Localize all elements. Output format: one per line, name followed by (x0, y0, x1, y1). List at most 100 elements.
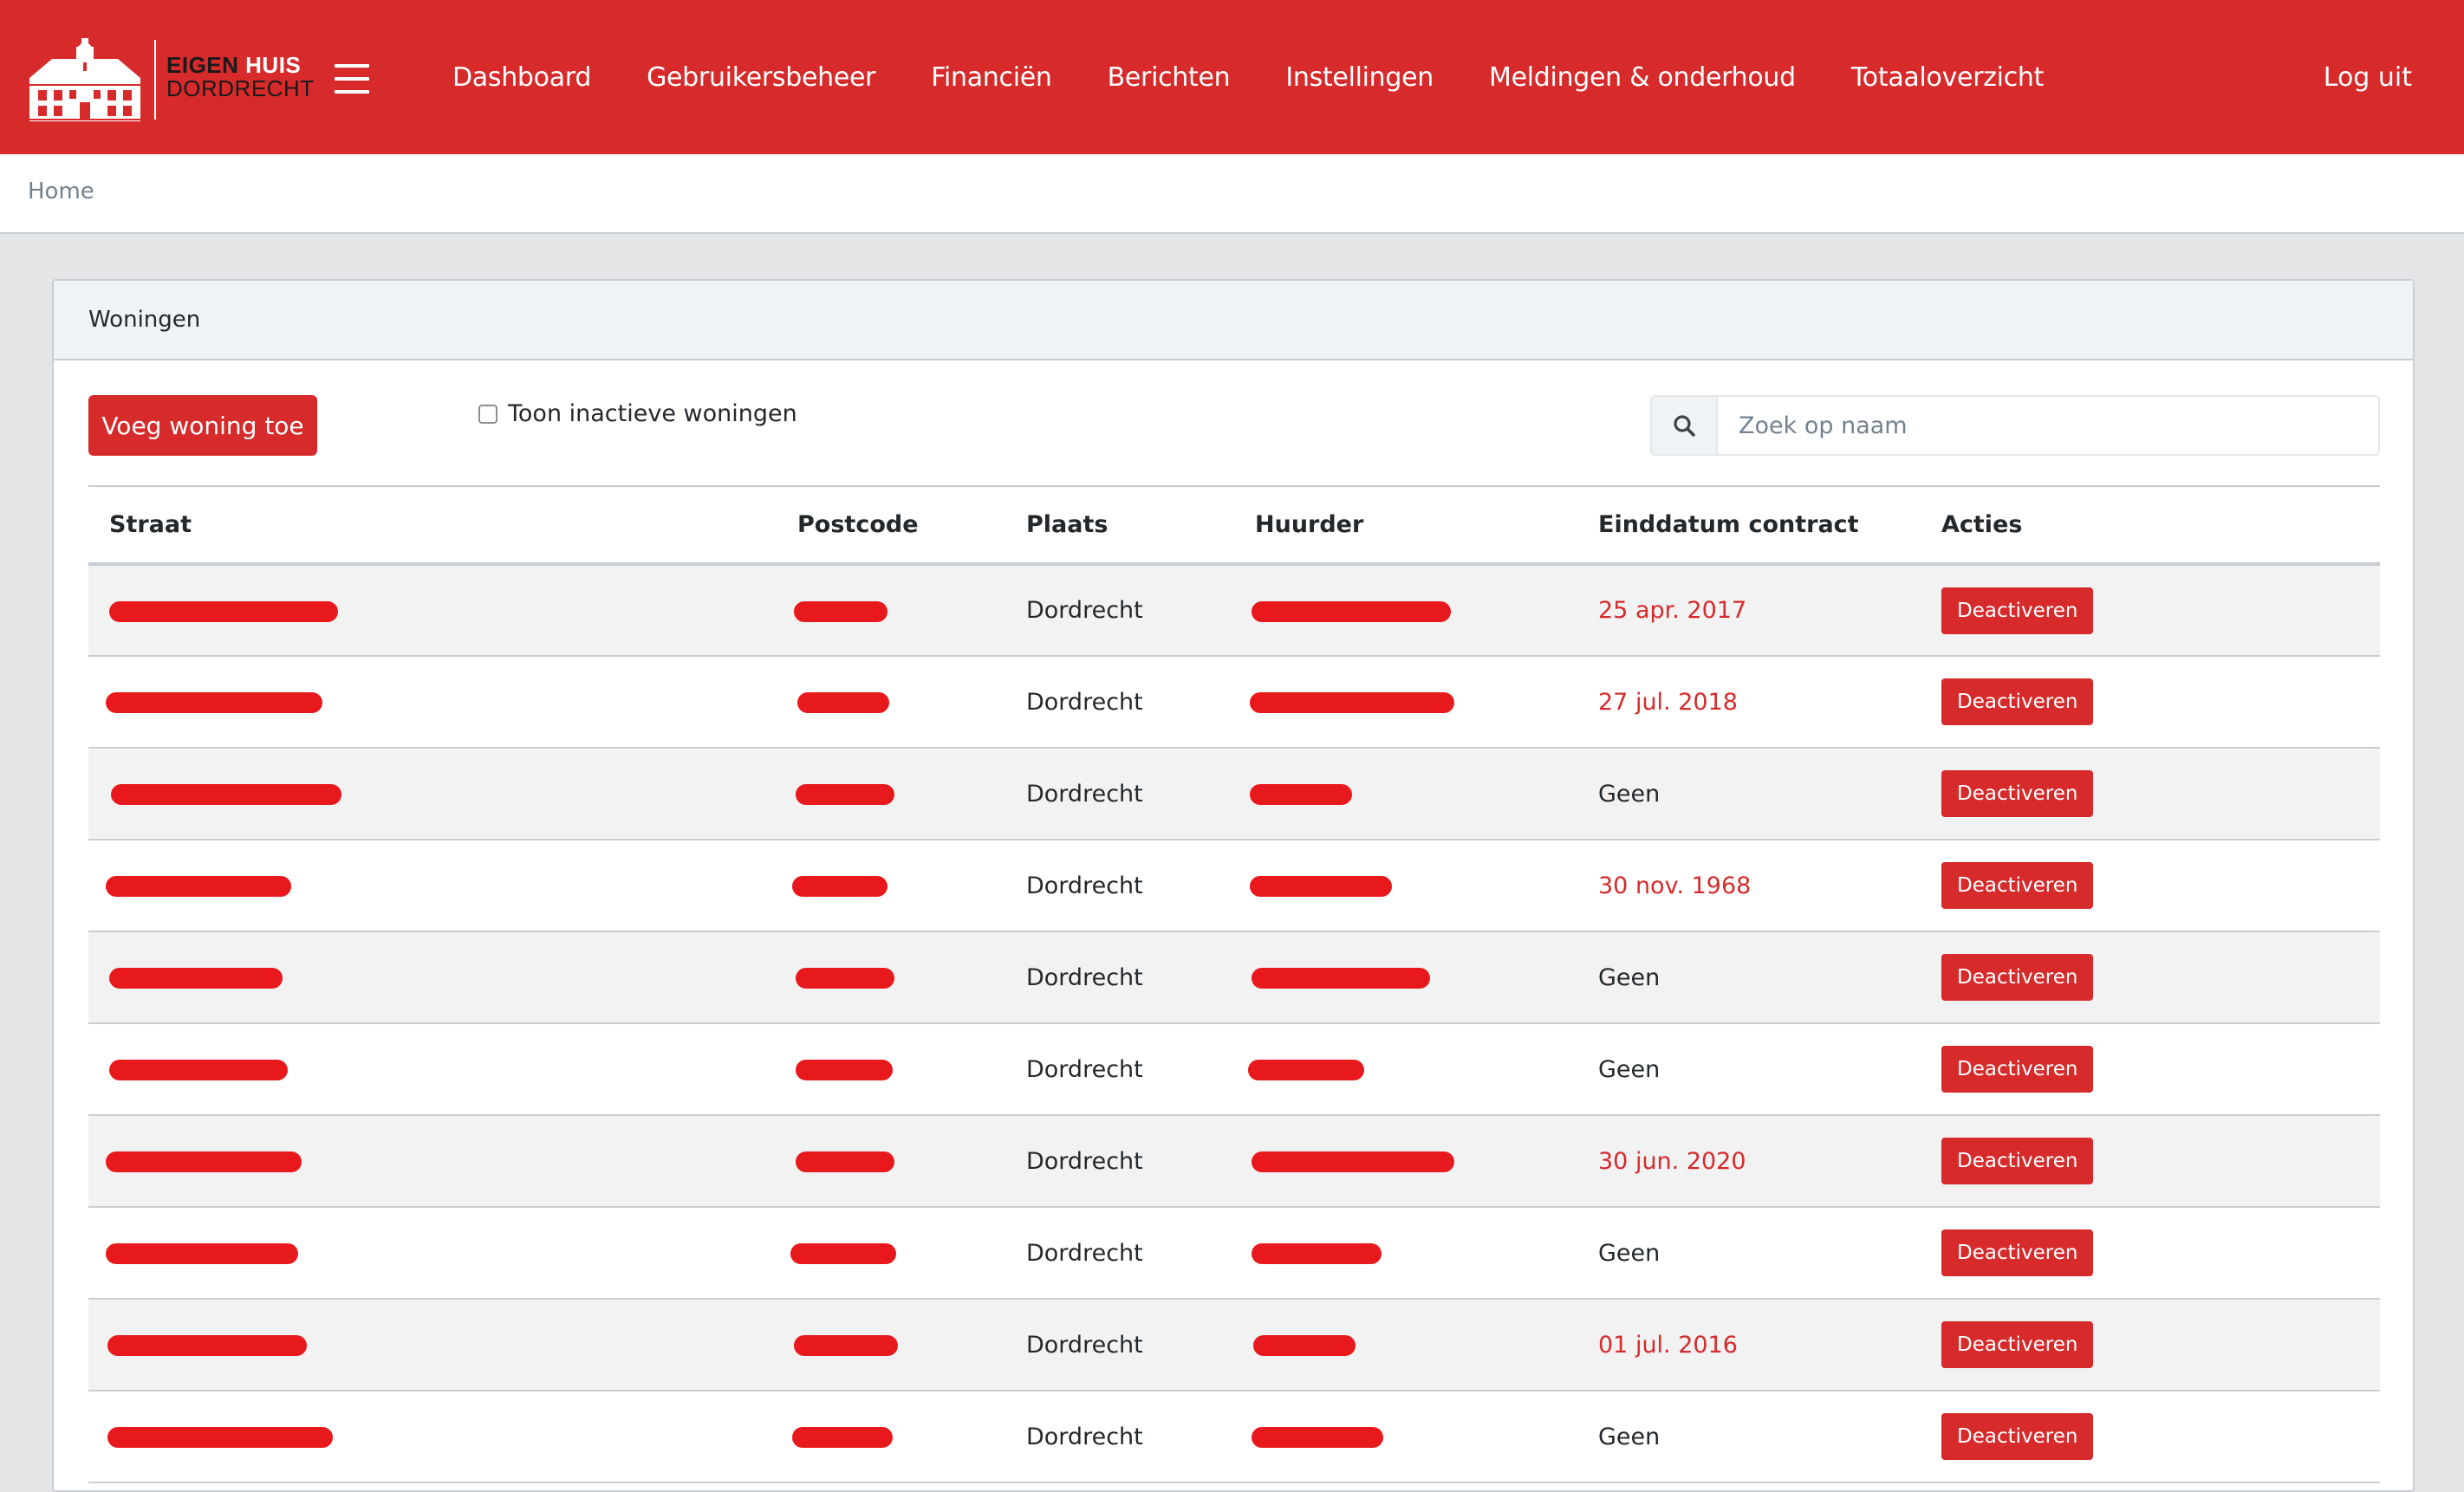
redaction-mark (1252, 1427, 1383, 1448)
cell-plaats: Dordrecht (1005, 1207, 1234, 1300)
cell-postcode (777, 1115, 1005, 1208)
redaction-mark (1253, 1335, 1356, 1356)
nav-item-totaaloverzicht[interactable]: Totaaloverzicht (1850, 62, 2045, 93)
table-row[interactable]: Dordrecht Geen Deactiveren (88, 1207, 2380, 1300)
logo-word-huis: HUIS (245, 52, 302, 78)
table-row[interactable]: Dordrecht Geen Deactiveren (88, 748, 2380, 840)
cell-postcode (777, 1207, 1005, 1300)
cell-einddatum: Geen (1577, 1023, 1921, 1116)
cell-postcode (777, 748, 1005, 840)
redaction-mark (1252, 1243, 1382, 1264)
redaction-mark (792, 876, 887, 897)
cell-postcode (777, 1299, 1005, 1391)
redaction-mark (794, 600, 887, 622)
redaction-mark (794, 1335, 898, 1356)
cell-einddatum: Geen (1577, 1207, 1921, 1300)
cell-acties: Deactiveren (1921, 1023, 2380, 1116)
cell-huurder (1234, 1299, 1577, 1391)
redaction-mark (1250, 784, 1352, 805)
deactivate-button[interactable]: Deactiveren (1941, 1229, 2094, 1276)
breadcrumb-home[interactable]: Home (28, 178, 94, 204)
breadcrumb: Home (0, 154, 2464, 234)
deactivate-button[interactable]: Deactiveren (1941, 1046, 2094, 1093)
redaction-mark (1250, 876, 1392, 897)
cell-postcode (777, 1391, 1005, 1483)
deactivate-button[interactable]: Deactiveren (1941, 862, 2094, 909)
cell-huurder (1234, 564, 1577, 657)
redaction-mark (1252, 1151, 1454, 1172)
search-input[interactable] (1718, 397, 2378, 454)
deactivate-button[interactable]: Deactiveren (1941, 1138, 2094, 1184)
nav-item-financien[interactable]: Financiën (931, 62, 1052, 93)
table-row[interactable]: Dordrecht Geen Deactiveren (88, 931, 2380, 1024)
add-woning-button[interactable]: Voeg woning toe (88, 395, 317, 456)
cell-huurder (1234, 656, 1577, 749)
nav-item-dashboard[interactable]: Dashboard (452, 62, 592, 93)
column-header-straat[interactable]: Straat (88, 485, 777, 566)
redaction-mark (107, 1335, 307, 1356)
column-header-einddatum[interactable]: Einddatum contract (1577, 485, 1921, 566)
card-header: Woningen (54, 281, 2413, 360)
cell-acties: Deactiveren (1921, 656, 2380, 749)
hamburger-menu-icon[interactable] (335, 64, 369, 94)
nav-item-meldingen-onderhoud[interactable]: Meldingen & onderhoud (1489, 62, 1796, 93)
cell-acties: Deactiveren (1921, 564, 2380, 657)
cell-acties: Deactiveren (1921, 931, 2380, 1024)
search-icon (1652, 397, 1718, 454)
cell-straat (88, 656, 777, 749)
deactivate-button[interactable]: Deactiveren (1941, 1413, 2094, 1460)
brand-logo[interactable]: EIGEN HUIS DORDRECHT (26, 36, 315, 123)
redaction-mark (797, 692, 889, 713)
cell-postcode (777, 840, 1005, 932)
table-body: Dordrecht 25 apr. 2017 Deactiveren Dordrech… (88, 564, 2380, 1483)
redaction-mark (1252, 600, 1451, 622)
redaction-mark (109, 968, 283, 989)
cell-huurder (1234, 1023, 1577, 1116)
nav-item-berichten[interactable]: Berichten (1107, 62, 1231, 93)
nav-item-instellingen[interactable]: Instellingen (1285, 62, 1434, 93)
table-row[interactable]: Dordrecht 27 jul. 2018 Deactiveren (88, 656, 2380, 749)
table-row[interactable]: Dordrecht 30 nov. 1968 Deactiveren (88, 840, 2380, 932)
cell-postcode (777, 931, 1005, 1024)
deactivate-button[interactable]: Deactiveren (1941, 587, 2094, 634)
column-header-postcode[interactable]: Postcode (777, 485, 1005, 566)
deactivate-button[interactable]: Deactiveren (1941, 770, 2094, 817)
redaction-mark (106, 876, 291, 897)
main-nav: Dashboard Gebruikersbeheer Financiën Ber… (452, 0, 2099, 154)
column-header-huurder[interactable]: Huurder (1234, 485, 1577, 566)
table-row[interactable]: Dordrecht 25 apr. 2017 Deactiveren (88, 564, 2380, 657)
cell-straat (88, 1207, 777, 1300)
cell-huurder (1234, 1391, 1577, 1483)
cell-einddatum: 30 jun. 2020 (1577, 1115, 1921, 1208)
table-row[interactable]: Dordrecht Geen Deactiveren (88, 1023, 2380, 1116)
cell-plaats: Dordrecht (1005, 931, 1234, 1024)
redaction-mark (109, 600, 338, 622)
cell-plaats: Dordrecht (1005, 1023, 1234, 1116)
column-header-plaats[interactable]: Plaats (1005, 485, 1234, 566)
cell-straat (88, 564, 777, 657)
table-row[interactable]: Dordrecht Geen Deactiveren (88, 1391, 2380, 1483)
redaction-mark (796, 1060, 893, 1080)
table-row[interactable]: Dordrecht 30 jun. 2020 Deactiveren (88, 1115, 2380, 1208)
redaction-mark (107, 1427, 333, 1448)
logo-text: EIGEN HUIS DORDRECHT (166, 54, 315, 101)
woningen-card: Woningen Voeg woning toe Toon inactieve … (52, 279, 2415, 1492)
deactivate-button[interactable]: Deactiveren (1941, 678, 2094, 725)
cell-plaats: Dordrecht (1005, 748, 1234, 840)
cell-huurder (1234, 1207, 1577, 1300)
redaction-mark (1250, 692, 1454, 713)
logo-divider (154, 40, 156, 120)
show-inactive-label: Toon inactieve woningen (508, 400, 797, 427)
show-inactive-toggle[interactable]: Toon inactieve woningen (478, 400, 797, 427)
show-inactive-checkbox[interactable] (478, 404, 497, 424)
cell-straat (88, 1115, 777, 1208)
deactivate-button[interactable]: Deactiveren (1941, 954, 2094, 1001)
cell-straat (88, 748, 777, 840)
table-row[interactable]: Dordrecht 01 jul. 2016 Deactiveren (88, 1299, 2380, 1391)
logout-link[interactable]: Log uit (2323, 62, 2412, 93)
building-logo-icon (29, 38, 140, 121)
deactivate-button[interactable]: Deactiveren (1941, 1321, 2094, 1368)
nav-item-gebruikersbeheer[interactable]: Gebruikersbeheer (647, 62, 876, 93)
search-group (1650, 395, 2380, 456)
woningen-table-wrap: Straat Postcode Plaats Huurder Einddatum… (88, 485, 2380, 1483)
